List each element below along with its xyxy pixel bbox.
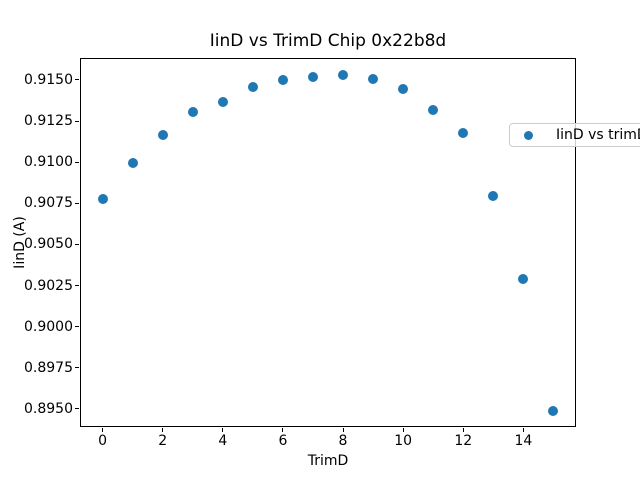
y-tick-mark: [75, 326, 79, 328]
y-tick-label: 0.9050: [24, 236, 73, 253]
y-tick-label: 0.8975: [24, 359, 73, 376]
y-tick-label: 0.9100: [24, 154, 73, 171]
y-tick-label: 0.9125: [24, 113, 73, 130]
y-tick-mark: [75, 79, 79, 81]
scatter-point: [127, 157, 138, 168]
y-tick-mark: [75, 243, 79, 245]
scatter-point: [428, 104, 439, 115]
y-tick-label: 0.9000: [24, 318, 73, 335]
scatter-point: [398, 83, 409, 94]
x-tick-mark: [102, 428, 104, 432]
x-tick-mark: [282, 428, 284, 432]
x-tick-mark: [402, 428, 404, 432]
y-tick-mark: [75, 202, 79, 204]
x-tick-label: 4: [218, 433, 228, 449]
x-tick-label: 14: [514, 433, 533, 449]
scatter-point: [217, 96, 228, 107]
y-tick-label: 0.9150: [24, 71, 73, 88]
y-tick-mark: [75, 161, 79, 163]
x-tick-label: 6: [278, 433, 288, 449]
y-tick-label: 0.8950: [24, 400, 73, 417]
x-tick-label: 0: [98, 433, 107, 449]
x-axis-label: TrimD: [307, 453, 349, 469]
scatter-point: [157, 129, 168, 140]
y-tick-label: 0.9075: [24, 195, 73, 212]
x-tick-mark: [522, 428, 524, 432]
scatter-point: [458, 128, 469, 138]
x-tick-mark: [162, 428, 164, 432]
scatter-point: [307, 72, 318, 83]
legend-box: IinD vs trimD: [509, 123, 640, 147]
x-tick-label: 10: [394, 433, 413, 449]
x-tick-mark: [342, 428, 344, 432]
chart-title: IinD vs TrimD Chip 0x22b8d: [209, 31, 447, 51]
x-tick-label: 12: [454, 433, 473, 449]
scatter-point: [187, 106, 198, 117]
y-tick-mark: [75, 408, 79, 410]
y-tick-mark: [75, 285, 79, 287]
x-tick-label: 2: [158, 433, 168, 449]
x-tick-mark: [222, 428, 224, 432]
x-tick-mark: [462, 428, 464, 432]
scatter-point: [277, 75, 288, 86]
scatter-point: [518, 274, 529, 285]
y-tick-mark: [75, 120, 79, 122]
legend-label: IinD vs trimD: [556, 127, 640, 143]
x-tick-label: 8: [338, 433, 348, 449]
scatter-point: [368, 73, 379, 84]
y-tick-label: 0.9025: [24, 277, 73, 294]
scatter-point: [247, 81, 258, 92]
y-tick-mark: [75, 367, 79, 369]
scatter-point: [338, 70, 349, 81]
legend-marker-icon: [524, 130, 533, 140]
scatter-point: [548, 405, 559, 416]
plot-area: IinD vs trimD: [80, 58, 640, 427]
scatter-point: [97, 193, 108, 204]
scatter-point: [488, 190, 499, 201]
